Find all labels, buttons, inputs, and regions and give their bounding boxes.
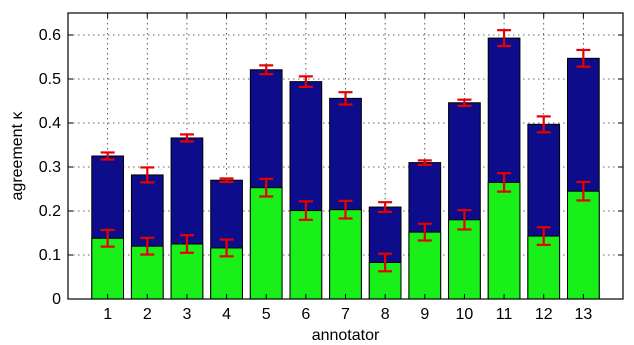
axes: 00.10.20.30.40.50.61 2 3 4 5 6 7 8 9 10 11 12 13 <box>39 13 623 323</box>
x-tick-label: 12 <box>535 306 553 323</box>
x-tick-label: 2 <box>143 306 152 323</box>
x-tick-label: 13 <box>574 306 592 323</box>
bars <box>91 37 600 300</box>
x-tick-label: 4 <box>222 306 231 323</box>
y-tick-label: 0.2 <box>39 203 61 220</box>
y-tick-label: 0.3 <box>39 159 61 176</box>
x-tick-label: 6 <box>301 306 310 323</box>
x-tick-label: 8 <box>381 306 390 323</box>
x-tick-label: 1 <box>103 306 112 323</box>
x-axis-label: annotator <box>312 327 380 344</box>
y-axis-label: agreement κ <box>9 111 26 201</box>
bar-lower <box>249 187 283 300</box>
x-tick-label: 9 <box>420 306 429 323</box>
error-bars <box>100 29 591 273</box>
y-tick-label: 0.5 <box>39 71 61 88</box>
x-tick-label: 7 <box>341 306 350 323</box>
y-tick-label: 0.4 <box>39 115 61 132</box>
y-tick-label: 0 <box>52 291 61 308</box>
bar-lower <box>329 209 362 300</box>
x-tick-label: 11 <box>496 306 513 323</box>
x-tick-label: 10 <box>456 306 474 323</box>
y-tick-label: 0.6 <box>39 27 61 44</box>
bar-lower <box>408 231 442 300</box>
bar-lower <box>289 210 323 300</box>
bar-lower <box>210 247 243 300</box>
y-tick-label: 0.1 <box>39 247 61 264</box>
bar-lower <box>527 235 561 300</box>
bar-lower <box>487 181 521 300</box>
x-tick-label: 5 <box>262 306 271 323</box>
x-tick-label: 3 <box>182 306 191 323</box>
bar-lower <box>448 219 481 300</box>
bar-lower <box>567 190 600 300</box>
